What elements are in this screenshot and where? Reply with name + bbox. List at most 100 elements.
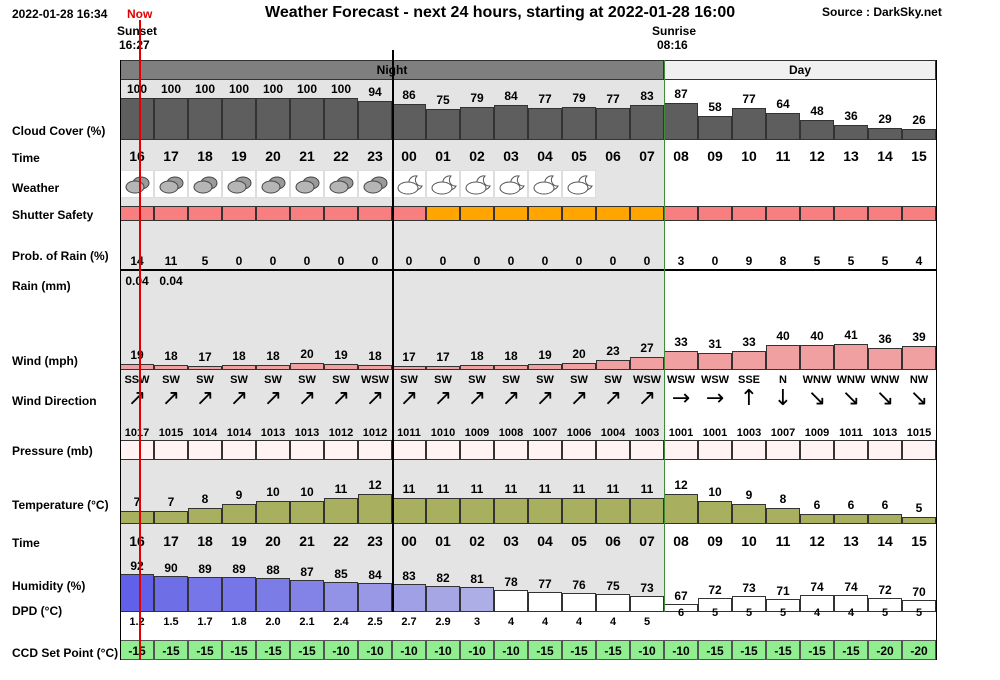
pressure-cell <box>800 440 834 460</box>
sunset-time: 16:27 <box>119 38 150 52</box>
wind-direction-label: NW <box>909 374 929 386</box>
humidity-value: 72 <box>708 582 722 597</box>
wind-bar <box>188 365 222 370</box>
temperature-value: 11 <box>538 481 552 496</box>
wind-bar <box>732 351 766 370</box>
temperature-value: 8 <box>201 491 209 506</box>
temperature-bar <box>392 497 426 524</box>
time-label: 09 <box>707 148 723 164</box>
dpd-value: 4 <box>813 607 821 619</box>
ccd-cell <box>528 640 562 660</box>
wind-direction-label: WSW <box>666 374 696 386</box>
cloud-bar <box>460 106 494 140</box>
temperature-value: 11 <box>504 481 518 496</box>
wind-direction-label: SW <box>400 374 418 386</box>
wind-direction-label: SW <box>162 374 180 386</box>
rain-prob-value: 0 <box>711 254 719 268</box>
wind-value: 17 <box>436 349 450 364</box>
cloud-value: 36 <box>844 108 858 123</box>
pressure-cell <box>868 440 902 460</box>
wind-bar <box>868 348 902 370</box>
dpd-value: 4 <box>609 616 617 628</box>
shutter-cell-red <box>766 206 800 221</box>
humidity-bar <box>528 591 562 612</box>
shutter-cell-red <box>154 206 188 221</box>
label-wind: Wind (mph) <box>12 354 78 368</box>
temperature-bar <box>834 514 868 524</box>
shutter-cell-orange <box>494 206 528 221</box>
pressure-cell <box>494 440 528 460</box>
time-label-2: 12 <box>809 533 825 549</box>
pressure-value: 1003 <box>736 427 762 439</box>
cloudy-icon <box>120 170 154 198</box>
rain-prob-value: 0 <box>235 254 243 268</box>
ccd-value: -20 <box>910 644 928 658</box>
temperature-bar <box>902 517 936 524</box>
ccd-cell <box>426 640 460 660</box>
temperature-bar <box>732 504 766 524</box>
pressure-value: 1001 <box>668 427 694 439</box>
wind-direction-label: SW <box>434 374 452 386</box>
shutter-cell-red <box>902 206 936 221</box>
time-label: 17 <box>163 148 179 164</box>
dpd-value: 1.2 <box>129 616 145 628</box>
shutter-cell-red <box>358 206 392 221</box>
shutter-cell-red <box>222 206 256 221</box>
rain-prob-value: 0 <box>439 254 447 268</box>
wind-value: 41 <box>844 327 858 342</box>
time-label: 03 <box>503 148 519 164</box>
time-label: 01 <box>435 148 451 164</box>
wind-direction-label: SW <box>468 374 486 386</box>
ccd-cell <box>154 640 188 660</box>
ccd-value: -15 <box>842 644 860 658</box>
pressure-value: 1013 <box>294 427 320 439</box>
wind-arrow-icon: ↗ <box>569 386 589 411</box>
pressure-value: 1009 <box>804 427 830 439</box>
cloudy-icon <box>290 170 324 198</box>
ccd-cell <box>358 640 392 660</box>
temperature-value: 7 <box>167 494 175 509</box>
temperature-value: 8 <box>779 491 787 506</box>
wind-bar <box>154 364 188 370</box>
pressure-value: 1013 <box>260 427 286 439</box>
label-time-2: Time <box>12 536 40 550</box>
cloudy-icon <box>188 170 222 198</box>
label-dpd: DPD (°C) <box>12 604 63 618</box>
cloud-bar <box>630 105 664 140</box>
cloud-value: 84 <box>504 88 518 103</box>
wind-arrow-icon: ↘ <box>807 386 827 411</box>
pressure-cell <box>562 440 596 460</box>
cloud-value: 77 <box>742 91 756 106</box>
cloud-bar <box>256 98 290 140</box>
cloud-value: 86 <box>402 87 416 102</box>
temperature-value: 5 <box>915 501 923 516</box>
temperature-bar <box>256 500 290 524</box>
cloud-value: 100 <box>160 82 182 96</box>
ccd-value: -15 <box>128 644 146 658</box>
cloud-value: 64 <box>776 97 790 112</box>
wind-direction-label: SW <box>298 374 316 386</box>
wind-bar <box>460 364 494 370</box>
cloud-bar <box>120 98 154 140</box>
wind-direction-label: SSE <box>737 374 760 386</box>
time-label-2: 00 <box>401 533 417 549</box>
shutter-cell-red <box>664 206 698 221</box>
cloud-bar <box>494 104 528 140</box>
cloud-bar <box>154 98 188 140</box>
dpd-value: 2.1 <box>299 616 315 628</box>
temperature-bar <box>664 494 698 524</box>
cloud-bar <box>392 103 426 140</box>
pressure-value: 1004 <box>600 427 626 439</box>
humidity-bar <box>698 597 732 612</box>
time-label-2: 18 <box>197 533 213 549</box>
dpd-value: 5 <box>915 607 923 619</box>
cloud-bar <box>834 124 868 140</box>
wind-value: 36 <box>878 332 892 347</box>
humidity-bar <box>834 595 868 612</box>
time-label: 21 <box>299 148 315 164</box>
wind-bar <box>324 363 358 370</box>
wind-bar <box>256 364 290 370</box>
temperature-bar <box>630 497 664 524</box>
wind-arrow-icon: ↗ <box>637 386 657 411</box>
label-cloud-cover: Cloud Cover (%) <box>12 124 106 138</box>
